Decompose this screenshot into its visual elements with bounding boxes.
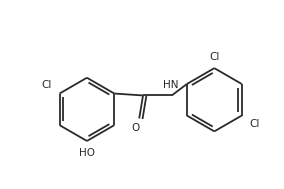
Text: Cl: Cl bbox=[41, 80, 52, 90]
Text: Cl: Cl bbox=[209, 52, 220, 62]
Text: HN: HN bbox=[163, 80, 179, 90]
Text: O: O bbox=[131, 123, 139, 133]
Text: Cl: Cl bbox=[249, 119, 260, 129]
Text: HO: HO bbox=[79, 148, 95, 158]
